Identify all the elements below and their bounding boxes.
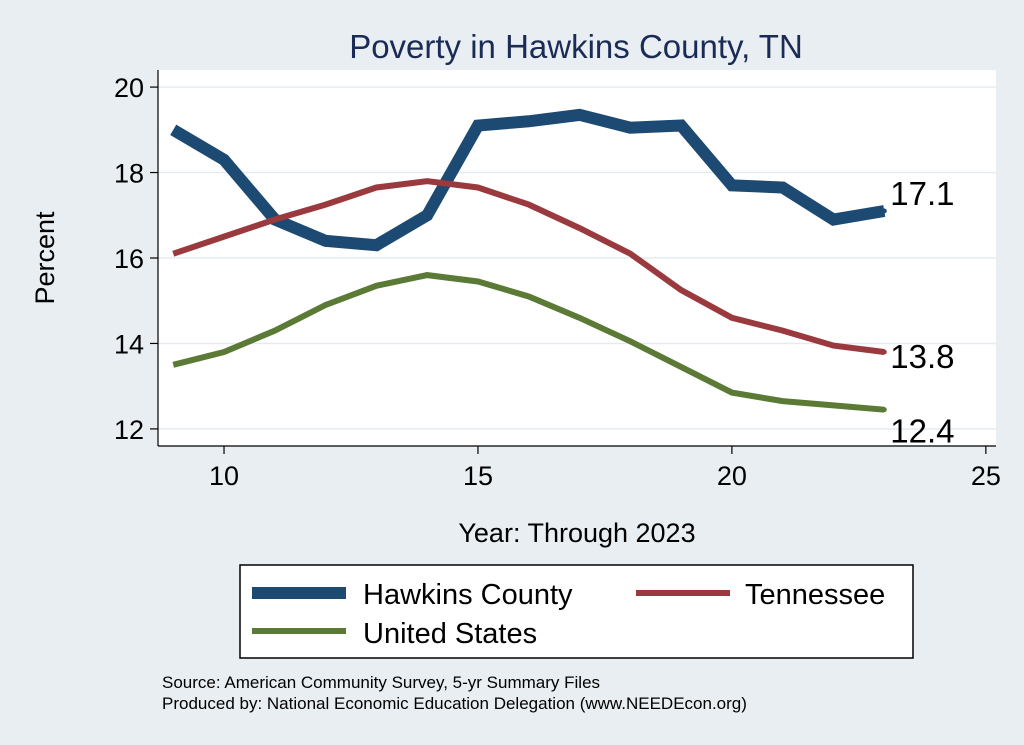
series-lines — [170, 108, 887, 413]
legend-box — [239, 564, 914, 659]
x-axis-label: Year: Through 2023 — [458, 518, 695, 548]
y-tick-label-14: 14 — [114, 329, 144, 359]
end-label-tennessee: 13.8 — [890, 338, 954, 375]
y-tick-label-16: 16 — [114, 244, 144, 274]
y-axis: 12 14 16 18 20 — [114, 70, 159, 446]
end-label-united-states: 12.4 — [890, 413, 954, 450]
series-line-tennessee — [172, 178, 885, 355]
x-tick-label-20: 20 — [717, 461, 747, 491]
produced-by-note: Produced by: National Economic Education… — [162, 694, 747, 713]
legend-label-united-states: United States — [363, 618, 537, 650]
y-axis-label: Percent — [30, 211, 60, 305]
series-line-united-states — [172, 272, 885, 413]
legend-label-hawkins: Hawkins County — [363, 579, 573, 611]
x-axis: 10 15 20 25 — [158, 445, 1001, 491]
chart-title: Poverty in Hawkins County, TN — [349, 28, 803, 65]
x-tick-label-15: 15 — [463, 461, 493, 491]
series-line-hawkins-county — [170, 108, 886, 252]
legend-label-tennessee: Tennessee — [745, 579, 885, 611]
series-end-point-tennessee — [881, 349, 887, 355]
end-label-hawkins-county: 17.1 — [890, 175, 954, 212]
y-tick-label-12: 12 — [114, 415, 144, 445]
legend: Hawkins County Tennessee United States — [239, 564, 914, 659]
y-tick-label-20: 20 — [114, 73, 144, 103]
series-end-point-hawkins-county — [881, 208, 887, 214]
y-tick-label-18: 18 — [114, 159, 144, 189]
series-end-point-united-states — [881, 407, 887, 413]
x-tick-label-10: 10 — [209, 461, 239, 491]
x-tick-label-25: 25 — [971, 461, 1001, 491]
end-labels: 17.1 13.8 12.4 — [890, 175, 954, 450]
gridlines — [158, 86, 996, 430]
source-note: Source: American Community Survey, 5-yr … — [162, 673, 600, 692]
